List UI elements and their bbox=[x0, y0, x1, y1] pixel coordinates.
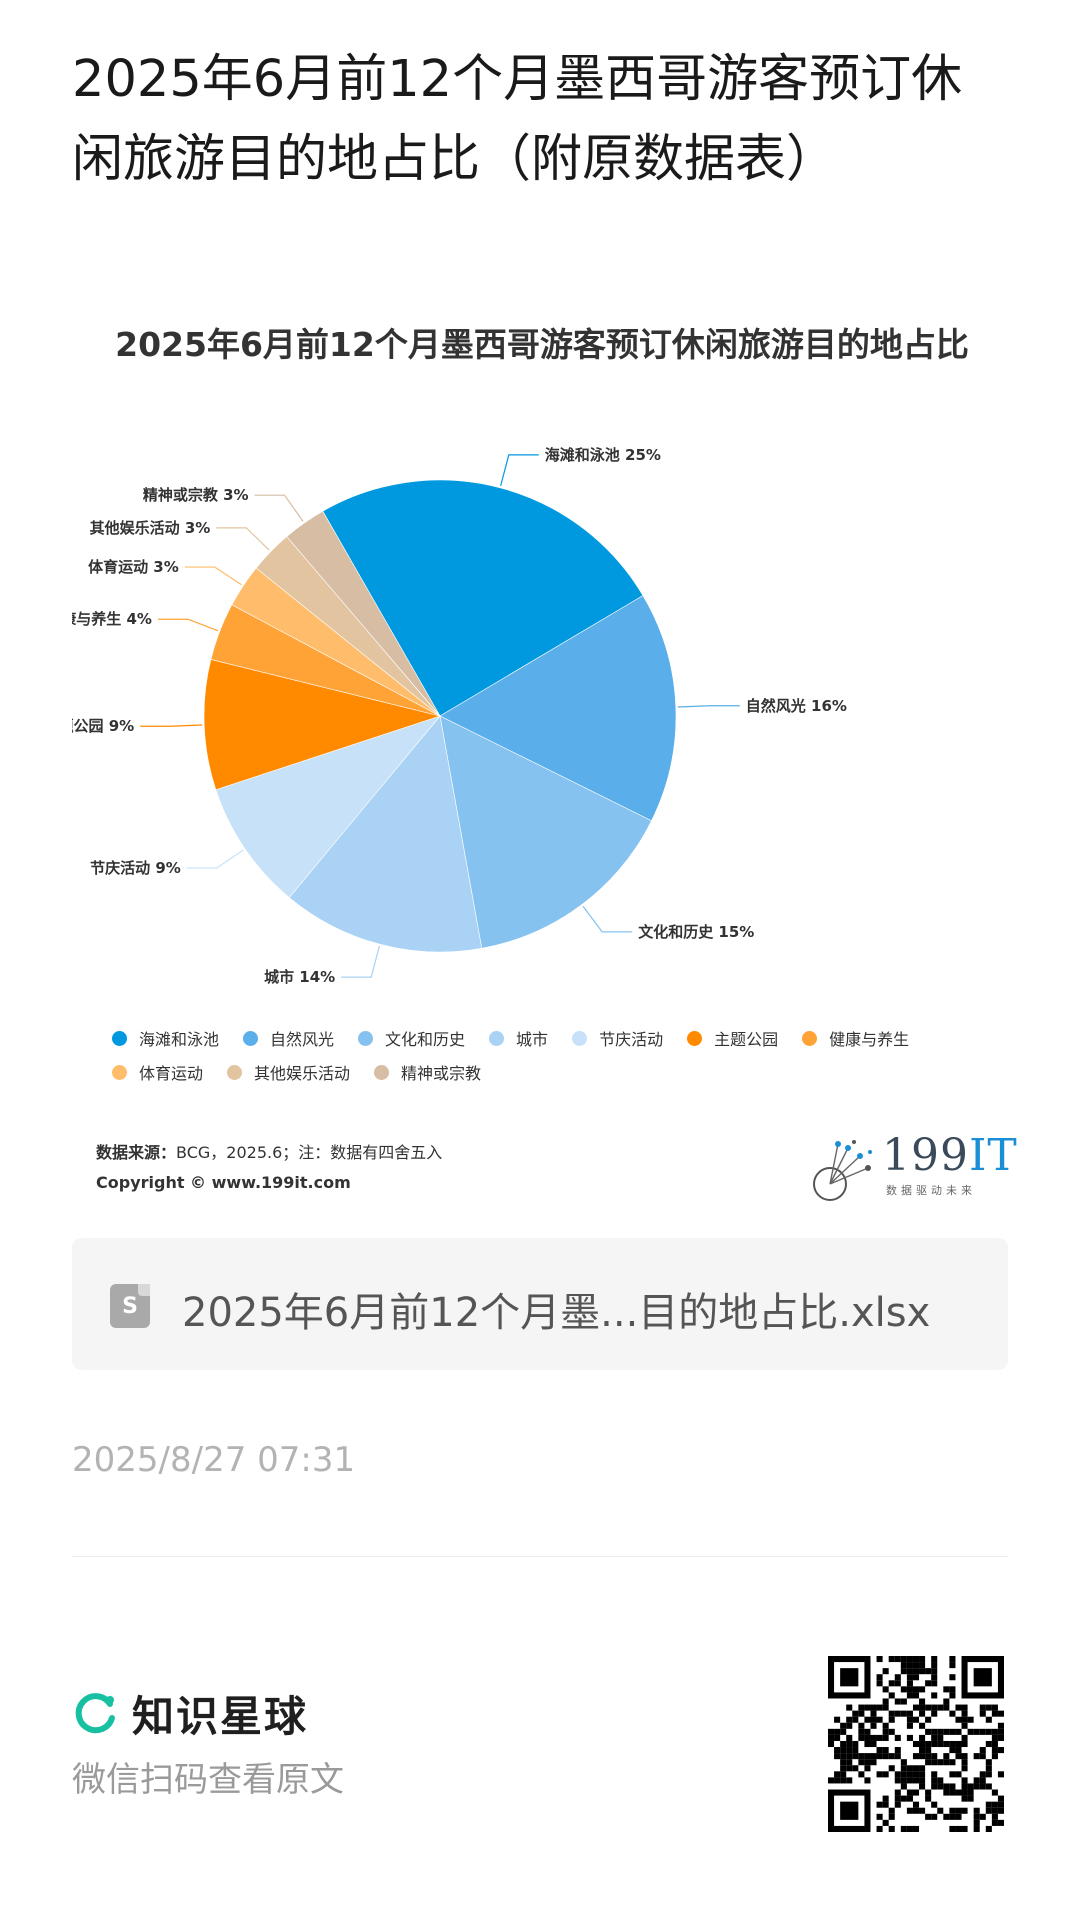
legend-swatch bbox=[687, 1030, 703, 1046]
source-text: BCG，2025.6；注：数据有四舍五入 bbox=[176, 1143, 443, 1162]
legend-label: 体育运动 bbox=[139, 1064, 204, 1083]
divider bbox=[72, 1556, 1008, 1557]
pie-slice-label-6: 健康与养生 4% bbox=[72, 610, 152, 628]
brand-name: 199IT bbox=[882, 1130, 1018, 1181]
pie-chart: 海滩和泳池 25% 自然风光 16% 文化和历史 15% 城市 14% 节庆活动 9% 主… bbox=[72, 446, 847, 986]
zsxq-logo: 知识星球 bbox=[72, 1688, 308, 1741]
legend-item: 主题公园 bbox=[687, 1026, 778, 1050]
legend-swatch bbox=[802, 1030, 818, 1046]
legend-label: 其他娱乐活动 bbox=[254, 1064, 351, 1083]
legend-label: 文化和历史 bbox=[385, 1030, 466, 1049]
legend-swatch bbox=[112, 1030, 127, 1046]
pie-leader-line-0 bbox=[500, 454, 539, 487]
legend-item: 自然风光 bbox=[243, 1026, 334, 1050]
pie-slice-label-3: 城市 14% bbox=[264, 968, 335, 986]
data-source: 数据来源：BCG，2025.6；注：数据有四舍五入 Copyright © ww… bbox=[96, 1138, 442, 1198]
legend-item: 精神或宗教 bbox=[374, 1060, 481, 1084]
pie-slice-label-1: 自然风光 16% bbox=[746, 697, 847, 715]
pie-slice-2 bbox=[439, 715, 652, 949]
pie-slice-label-9: 精神或宗教 3% bbox=[143, 486, 249, 504]
legend-label: 精神或宗教 bbox=[401, 1064, 482, 1083]
zsxq-logo-icon bbox=[75, 1693, 115, 1734]
pie-slice-4 bbox=[215, 715, 441, 898]
legend-label: 主题公园 bbox=[714, 1030, 779, 1049]
pie-leader-line-3 bbox=[341, 945, 380, 978]
legend-item: 其他娱乐活动 bbox=[227, 1060, 350, 1084]
pie-slice-label-0: 海滩和泳池 25% bbox=[545, 446, 661, 464]
legend-swatch bbox=[489, 1030, 505, 1046]
pie-slice-5 bbox=[203, 659, 442, 791]
legend-swatch bbox=[572, 1030, 588, 1046]
legend-label: 自然风光 bbox=[270, 1030, 335, 1049]
pie-leader-line-5 bbox=[140, 724, 203, 727]
legend-swatch bbox=[112, 1064, 127, 1080]
app-name: 知识星球 bbox=[132, 1691, 309, 1741]
spreadsheet-file-icon: S bbox=[110, 1284, 150, 1328]
pie-slice-label-8: 其他娱乐活动 3% bbox=[90, 519, 211, 537]
chart-legend: 海滩和泳池 自然风光 文化和历史 城市 节庆活动 主题公园 健康与养生体育运动 其他娱乐活动 精… bbox=[112, 1026, 1012, 1084]
legend-swatch bbox=[243, 1030, 259, 1046]
legend-item: 文化和历史 bbox=[358, 1026, 465, 1050]
copyright: Copyright © www.199it.com bbox=[96, 1173, 351, 1192]
pie-slice-label-7: 体育运动 3% bbox=[88, 558, 179, 576]
legend-swatch bbox=[227, 1064, 243, 1080]
pie-leader-line-6 bbox=[157, 618, 219, 632]
pie-leader-line-4 bbox=[186, 849, 244, 869]
legend-label: 城市 bbox=[516, 1030, 549, 1049]
legend-item: 城市 bbox=[489, 1026, 548, 1050]
chart-title: 2025年6月前12个月墨西哥游客预订休闲旅游目的地占比 bbox=[115, 325, 969, 364]
legend-swatch bbox=[358, 1030, 374, 1046]
pie-slice-3 bbox=[288, 715, 483, 953]
brand-tagline: 数据驱动未来 bbox=[886, 1184, 976, 1197]
legend-item: 健康与养生 bbox=[802, 1026, 909, 1050]
legend-label: 海滩和泳池 bbox=[139, 1030, 220, 1049]
legend-label: 节庆活动 bbox=[599, 1030, 664, 1049]
pie-slice-9 bbox=[286, 510, 441, 717]
brand-logo: 199IT 数据驱动未来 bbox=[808, 1130, 1017, 1210]
source-label: 数据来源： bbox=[96, 1143, 177, 1162]
pie-slice-0 bbox=[322, 479, 644, 717]
legend-item: 体育运动 bbox=[112, 1060, 203, 1084]
file-name: 2025年6月前12个月墨...目的地占比.xlsx bbox=[182, 1290, 931, 1336]
pie-leader-line-1 bbox=[677, 705, 740, 708]
pie-leader-line-7 bbox=[184, 566, 242, 586]
legend-swatch bbox=[374, 1064, 390, 1080]
scan-hint: 微信扫码查看原文 bbox=[72, 1760, 344, 1800]
legend-item: 海滩和泳池 bbox=[112, 1026, 219, 1050]
pie-slice-label-5: 主题公园 9% bbox=[72, 717, 134, 735]
attachment-file[interactable]: S 2025年6月前12个月墨...目的地占比.xlsx bbox=[72, 1238, 1008, 1370]
pie-slice-label-2: 文化和历史 15% bbox=[638, 923, 754, 941]
post-title: 2025年6月前12个月墨西哥游客预订休闲旅游目的地占比（附原数据表） bbox=[72, 50, 963, 189]
legend-item: 节庆活动 bbox=[572, 1026, 663, 1050]
legend-label: 健康与养生 bbox=[829, 1030, 910, 1049]
qr-code-icon[interactable] bbox=[828, 1656, 1004, 1832]
pie-slice-label-4: 节庆活动 9% bbox=[90, 859, 181, 877]
brand-mark-icon bbox=[813, 1140, 872, 1201]
pie-leader-line-8 bbox=[216, 527, 270, 551]
post-timestamp: 2025/8/27 07:31 bbox=[72, 1440, 356, 1480]
chart-card: 2025年6月前12个月墨西哥游客预订休闲旅游目的地占比 海滩和泳池 25% 自然… bbox=[72, 300, 1017, 1220]
pie-leader-line-9 bbox=[254, 494, 304, 522]
pie-slice-1 bbox=[439, 595, 677, 822]
pie-leader-line-2 bbox=[582, 905, 633, 933]
